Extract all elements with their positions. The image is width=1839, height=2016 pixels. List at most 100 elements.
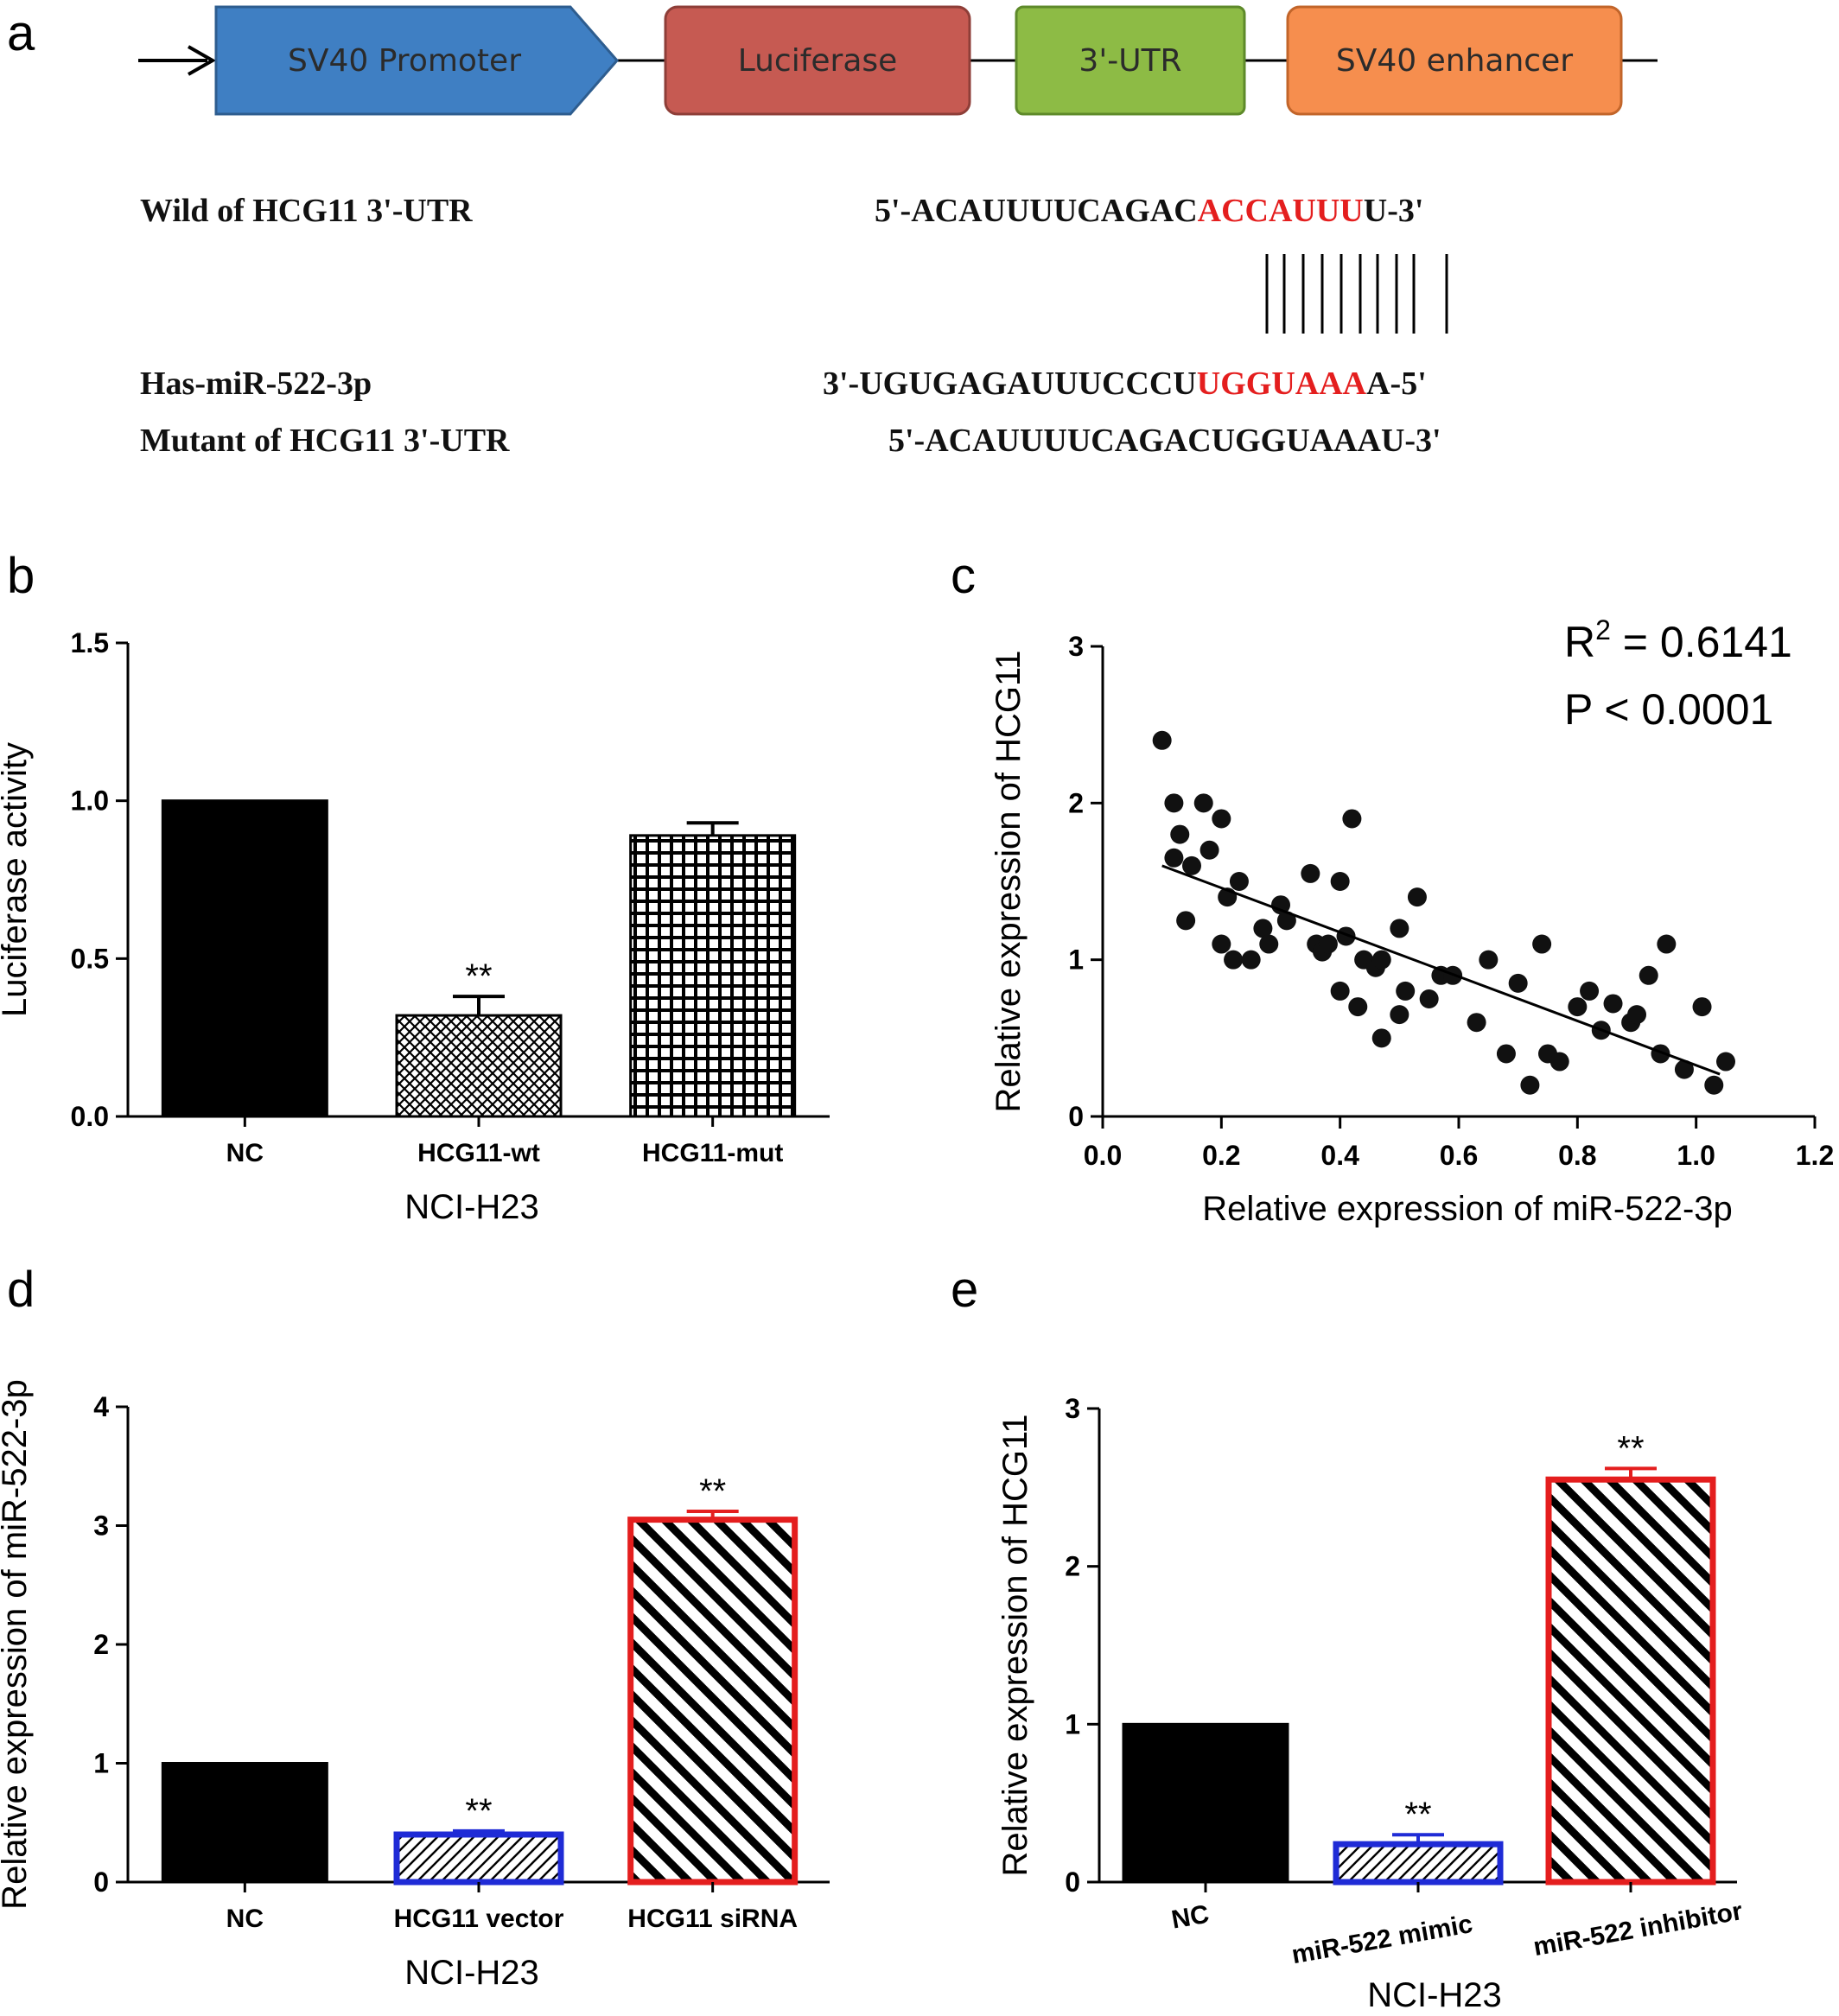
seq-end: A-5': [1366, 366, 1427, 402]
bar: [161, 1762, 328, 1884]
significance-marker: **: [1617, 1429, 1644, 1467]
y-tick-label: 3: [1065, 1393, 1080, 1424]
seq-seed-region: UGGUAAA: [1197, 366, 1367, 402]
scatter-point: [1371, 1028, 1391, 1048]
bar: [395, 1014, 563, 1118]
bar: [1333, 1841, 1504, 1886]
x-tick-label: 0.6: [1440, 1140, 1478, 1171]
scatter-point: [1520, 1075, 1540, 1095]
significance-marker: **: [465, 957, 492, 995]
sv40-promoter-box: [214, 5, 619, 116]
panel-a: a SV40 Promoter Luciferase 3'-UTR SV40 e…: [7, 5, 1658, 459]
x-tick-label: 1.0: [1677, 1140, 1715, 1171]
panel-e-bar-chart: e 0 1 2 3 Relative expression of HCG11 NC ** miR…: [951, 1262, 1745, 2014]
scatter-point: [1390, 919, 1409, 938]
y-tick-label: 1.0: [71, 785, 109, 817]
scatter-point: [1164, 793, 1184, 813]
scatter-point: [1532, 934, 1552, 954]
panel-letter-d: d: [7, 1262, 35, 1318]
r2-superscript: 2: [1595, 614, 1611, 646]
panel-letter-b: b: [7, 548, 35, 604]
scatter-point: [1407, 887, 1427, 907]
scatter-point: [1164, 848, 1184, 868]
x-tick-label: 0.8: [1558, 1140, 1596, 1171]
y-tick-label: 3: [93, 1510, 109, 1542]
wild-type-label: Wild of HCG11 3'-UTR: [140, 193, 473, 229]
significance-marker: **: [465, 1792, 492, 1830]
x-category-label: miR-522 mimic: [1289, 1910, 1474, 1969]
y-tick-label: 2: [1068, 787, 1084, 818]
scatter-point: [1549, 1052, 1569, 1072]
scatter-point: [1276, 911, 1296, 931]
scatter-point: [1674, 1059, 1694, 1079]
x-category-label: NC: [226, 1905, 264, 1933]
x-category-label: NC: [1169, 1900, 1211, 1935]
panel-letter-e: e: [951, 1262, 978, 1318]
y-tick-label: 4: [93, 1391, 109, 1422]
y-tick-label: 3: [1068, 631, 1084, 662]
scatter-point: [1301, 863, 1320, 883]
scatter-point: [1193, 793, 1213, 813]
scatter-point: [1224, 950, 1244, 970]
scatter-point: [1568, 997, 1588, 1017]
mutant-sequence: 5'-ACAUUUUCAGACUGGUAAAU-3': [888, 423, 1441, 459]
regression-line: [1161, 864, 1721, 1076]
scatter-point: [1176, 911, 1196, 931]
arrow-head-icon: [188, 45, 217, 76]
bar: [1122, 1722, 1289, 1884]
utr-box: [1015, 5, 1246, 116]
bar: [1545, 1476, 1716, 1886]
scatter-point: [1704, 1075, 1724, 1095]
scatter-point: [1657, 934, 1677, 954]
scatter-point: [1212, 934, 1231, 954]
scatter-point: [1342, 809, 1362, 829]
scatter-point: [1170, 824, 1190, 844]
seq-binding-site: ACCAUUU: [1198, 193, 1364, 229]
mirna-sequence: 3'-UGUGAGAUUUCCCUUGGUAAAA-5': [823, 366, 1427, 402]
scatter-point: [1348, 997, 1368, 1017]
y-axis-title: Relative expression of HCG11: [989, 650, 1028, 1112]
r2-value: = 0.6141: [1611, 618, 1792, 666]
mutant-label: Mutant of HCG11 3'-UTR: [140, 423, 510, 459]
x-category-label: HCG11-mut: [642, 1139, 783, 1167]
scatter-point: [1716, 1052, 1735, 1072]
construct-label: SV40 Promoter: [288, 43, 521, 79]
x-category-label: miR-522 inhibitor: [1531, 1897, 1745, 1962]
seq-plain: 3'-UGUGAGAUUUCCCU: [823, 366, 1197, 402]
y-tick-label: 2: [1065, 1551, 1080, 1582]
x-axis-title: Relative expression of miR-522-3p: [1202, 1190, 1733, 1228]
scatter-point: [1182, 855, 1201, 875]
x-category-label: NC: [226, 1139, 264, 1167]
scatter-point: [1199, 840, 1219, 860]
y-axis-title: Luciferase activity: [0, 742, 34, 1017]
y-tick-label: 1: [1065, 1708, 1080, 1739]
x-tick-label: 0.4: [1320, 1140, 1359, 1171]
seq-end: U-3': [1364, 193, 1424, 229]
y-tick-label: 0: [1065, 1867, 1080, 1898]
y-axis-title: Relative expression of miR-522-3p: [0, 1379, 34, 1910]
mirna-label: Has-miR-522-3p: [140, 366, 372, 402]
scatter-point: [1627, 1005, 1646, 1025]
seq-plain: 5'-ACAUUUUCAGAC: [875, 193, 1198, 229]
y-tick-label: 0.5: [71, 943, 109, 974]
scatter-point: [1229, 872, 1249, 891]
scatter-point: [1371, 950, 1391, 970]
panel-c-scatter-plot: c 0 1 2 3 Relative expression of HCG11 0.0 0.2 0…: [951, 548, 1834, 1228]
scatter-point: [1259, 934, 1279, 954]
r-squared-annotation: R2 = 0.6141: [1564, 614, 1792, 666]
x-tick-label: 1.2: [1796, 1140, 1834, 1171]
scatter-point: [1419, 989, 1439, 1008]
construct-label: Luciferase: [738, 43, 898, 79]
x-group-label: NCI-H23: [404, 1954, 539, 1992]
x-category-label: HCG11 vector: [394, 1905, 564, 1933]
construct-label: 3'-UTR: [1079, 43, 1181, 79]
x-category-label: HCG11-wt: [417, 1139, 540, 1167]
p-value-annotation: P < 0.0001: [1564, 685, 1773, 734]
sv40-enhancer-box: [1286, 5, 1623, 116]
y-tick-label: 0.0: [71, 1101, 109, 1132]
scatter-point: [1390, 1005, 1409, 1025]
x-tick-label: 0.2: [1202, 1140, 1240, 1171]
scatter-point: [1318, 934, 1338, 954]
scatter-point: [1496, 1044, 1516, 1064]
